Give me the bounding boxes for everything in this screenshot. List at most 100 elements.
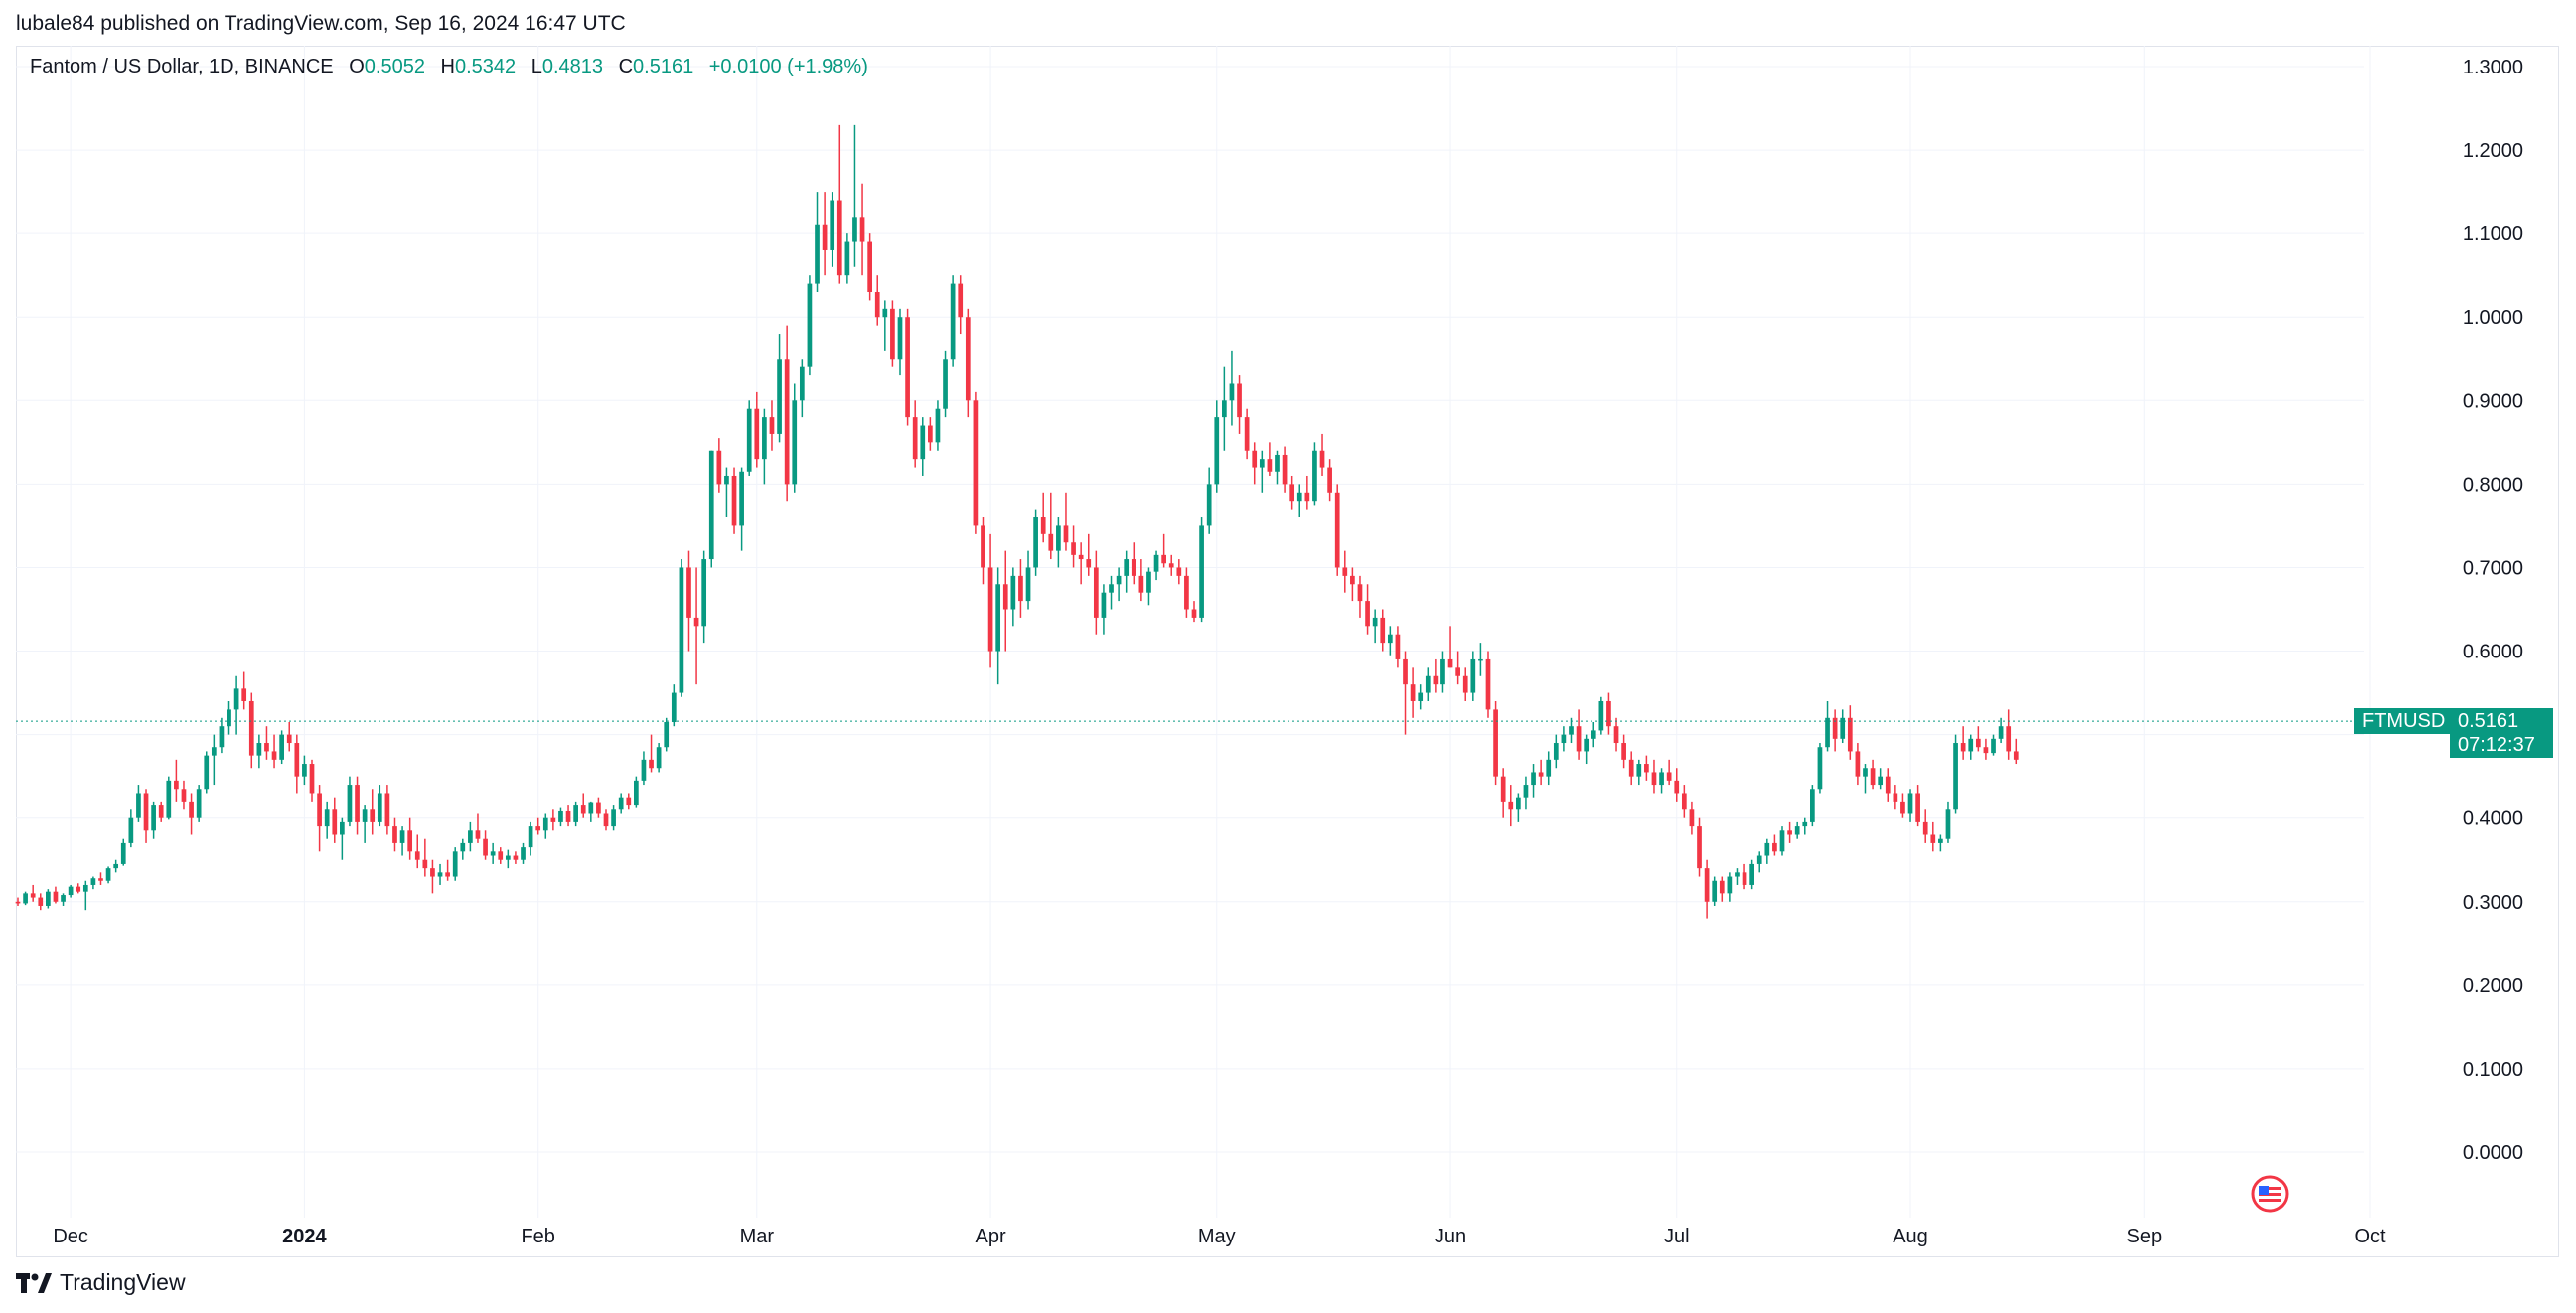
candle-body — [762, 417, 767, 460]
candle — [1584, 734, 1590, 765]
candle-body — [634, 780, 639, 806]
candle-body — [1802, 821, 1808, 827]
last-price-badge: 0.5161 07:12:37 — [2450, 708, 2553, 759]
candle-body — [897, 317, 903, 360]
candle — [724, 467, 729, 518]
candle-body — [1749, 863, 1754, 885]
candle-body — [588, 802, 594, 814]
candle — [1387, 626, 1393, 656]
us-flag-icon[interactable] — [2251, 1175, 2289, 1213]
candle-body — [1719, 880, 1725, 894]
candle-body — [1651, 772, 1657, 786]
candle-body — [799, 366, 805, 401]
candle — [1749, 859, 1754, 890]
candle-body — [1025, 567, 1031, 602]
candle-body — [1244, 417, 1250, 451]
candle-body — [1229, 383, 1235, 401]
candle-body — [422, 859, 428, 869]
candle — [671, 684, 677, 727]
candle — [708, 450, 714, 568]
candle — [422, 838, 428, 877]
publisher-credit: lubale84 published on TradingView.com, S… — [16, 12, 626, 35]
candle-body — [1124, 559, 1130, 576]
candle — [53, 886, 59, 904]
candle — [815, 192, 820, 293]
candle — [965, 308, 971, 418]
candle-body — [1598, 700, 1604, 731]
candle — [573, 801, 578, 827]
candle — [1040, 492, 1046, 543]
candle — [1825, 700, 1830, 752]
candle — [1176, 559, 1182, 585]
candle — [1403, 651, 1408, 735]
candle — [15, 897, 21, 906]
candle — [844, 233, 850, 284]
candle-body — [30, 893, 36, 898]
candle-body — [679, 567, 684, 693]
candle — [120, 838, 126, 866]
close-label: C — [618, 56, 634, 77]
candle-body — [82, 884, 88, 892]
candle-body — [468, 830, 473, 843]
candle-body — [513, 855, 519, 860]
candle — [973, 391, 979, 534]
candle-body — [1267, 459, 1273, 472]
candle — [279, 730, 284, 765]
candle-body — [1425, 675, 1431, 693]
high-value: 0.5342 — [454, 56, 517, 77]
candle — [1168, 554, 1174, 576]
candle — [830, 192, 835, 267]
candle-body — [128, 817, 134, 843]
candle-body — [1794, 826, 1800, 835]
candle — [1342, 550, 1348, 593]
candle — [1704, 859, 1710, 919]
candle-body — [1259, 459, 1265, 468]
candle-body — [973, 400, 979, 526]
high-label: H — [440, 56, 455, 77]
candle-body — [815, 224, 820, 284]
candle — [693, 567, 699, 685]
candle — [1470, 651, 1476, 701]
candle-body — [136, 793, 141, 818]
candle — [1975, 726, 1981, 752]
candle-body — [664, 722, 670, 748]
candle-body — [1040, 517, 1046, 534]
candle — [550, 809, 556, 831]
candle-body — [61, 895, 66, 902]
candle-body — [279, 734, 284, 760]
candle — [90, 876, 96, 890]
candle-body — [23, 893, 28, 904]
candle-body — [935, 408, 941, 443]
candle-body — [769, 417, 775, 434]
candle — [565, 805, 571, 827]
candle-body — [1493, 709, 1498, 777]
candle-body — [1787, 830, 1792, 835]
tradingview-logo[interactable]: TradingView — [16, 1269, 186, 1296]
candle-body — [1621, 743, 1626, 760]
candle-body — [1523, 785, 1529, 798]
candle-body — [1010, 575, 1016, 610]
candle-body — [580, 805, 586, 814]
candle — [859, 183, 865, 276]
candle — [935, 400, 941, 451]
time-axis: Dec 2024 Feb Mar Apr May Jun Jul Aug Sep Oct — [53, 1226, 2386, 1247]
candle-body — [347, 785, 353, 822]
candle-body — [1772, 842, 1777, 852]
candle-body — [505, 855, 511, 860]
candle — [852, 124, 857, 267]
candle — [1365, 584, 1370, 635]
candle — [1138, 559, 1144, 602]
candle — [233, 675, 239, 735]
candle-body — [1915, 793, 1920, 822]
candle-body — [1681, 793, 1687, 810]
candle-body — [98, 878, 103, 881]
candle-body — [399, 830, 405, 843]
candle-body — [1131, 559, 1136, 576]
candle-body — [475, 830, 481, 839]
candle-body — [1418, 692, 1424, 701]
candle — [1282, 446, 1288, 493]
candle — [1885, 768, 1891, 802]
candle — [1870, 759, 1876, 790]
candle — [1191, 601, 1197, 623]
